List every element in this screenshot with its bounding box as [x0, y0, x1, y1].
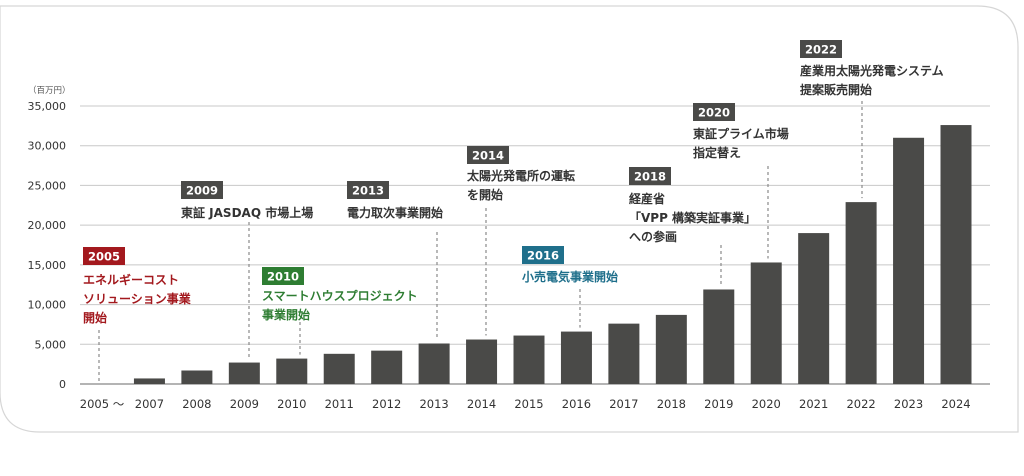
- year-badge: [347, 181, 389, 199]
- year-badge-label: 2018: [634, 170, 666, 184]
- bar: [276, 358, 308, 384]
- year-badge: [181, 181, 223, 199]
- bar: [608, 323, 640, 384]
- annotation-text: スマートハウスプロジェクト: [262, 288, 418, 303]
- year-badge: [467, 146, 509, 164]
- annotation-text: 「VPP 構築実証事業」: [629, 210, 756, 225]
- y-tick-label: 35,000: [28, 100, 67, 113]
- annotation-text: 太陽光発電所の運転: [467, 168, 575, 183]
- y-axis-ticks: 0 5,000 10,000 15,000 20,000 25,000 30,000 35,0…: [28, 100, 67, 391]
- bars: [133, 125, 972, 384]
- x-tick-label: 2015: [514, 397, 543, 411]
- x-tick-label: 2017: [609, 397, 638, 411]
- year-badge: [693, 103, 735, 121]
- x-tick-label: 2021: [799, 397, 828, 411]
- x-tick-label: 2010: [277, 397, 306, 411]
- year-badge: [800, 40, 842, 58]
- x-tick-label: 2018: [657, 397, 686, 411]
- x-tick-label: 2009: [230, 397, 259, 411]
- x-tick-label: 2014: [467, 397, 496, 411]
- x-tick-label: 2005 ～: [80, 397, 125, 411]
- annotation-text: 小売電気事業開始: [522, 269, 618, 284]
- x-tick-label: 2024: [941, 397, 970, 411]
- annotation-text: 経産省: [629, 191, 665, 206]
- annotation-text: 電力取次事業開始: [347, 205, 443, 220]
- year-badge: [629, 167, 671, 185]
- bar: [513, 335, 545, 384]
- annotation-text: 提案販売開始: [800, 82, 872, 97]
- x-axis-ticks: 2005 ～ 2007 2008 2009 2010 2011 2012 2013 2014 20…: [80, 397, 971, 411]
- annotation-text: を開始: [467, 187, 503, 202]
- y-unit-label: （百万円）: [28, 85, 71, 96]
- y-tick-label: 15,000: [28, 259, 67, 272]
- x-tick-label: 2012: [372, 397, 401, 411]
- bar: [655, 314, 687, 384]
- year-badge: [262, 267, 304, 285]
- x-tick-label: 2016: [562, 397, 591, 411]
- annotation-2018: 2018 経産省「VPP 構築実証事業」への参画: [629, 167, 756, 286]
- annotation-text: 東証 JASDAQ 市場上場: [181, 205, 313, 220]
- annotation-text: 事業開始: [262, 307, 310, 322]
- bar: [323, 353, 355, 384]
- year-badge: [522, 246, 564, 264]
- annotation-2013: 2013 電力取次事業開始: [347, 181, 443, 340]
- bar: [703, 289, 735, 384]
- y-tick-label: 10,000: [28, 299, 67, 312]
- bar: [940, 125, 972, 384]
- bar: [181, 370, 213, 384]
- annotation-text: への参画: [629, 229, 677, 244]
- annotation-text: ソリューション事業: [83, 291, 192, 306]
- year-badge-label: 2016: [527, 249, 559, 263]
- x-tick-label: 2007: [135, 397, 164, 411]
- bar: [893, 137, 925, 384]
- year-badge-label: 2020: [698, 106, 730, 120]
- annotation-text: 東証プライム市場: [693, 126, 789, 141]
- year-badge-label: 2005: [88, 250, 120, 264]
- bar: [418, 343, 450, 384]
- bar: [466, 339, 498, 384]
- x-tick-label: 2022: [846, 397, 875, 411]
- bar: [750, 262, 782, 384]
- x-tick-label: 2011: [325, 397, 354, 411]
- annotation-2009: 2009 東証 JASDAQ 市場上場: [181, 181, 313, 359]
- annotation-2016: 2016 小売電気事業開始: [522, 246, 618, 328]
- year-badge-label: 2022: [805, 43, 837, 57]
- x-tick-label: 2023: [894, 397, 923, 411]
- annotation-text: 産業用太陽光発電システム: [800, 63, 944, 78]
- annotation-text: エネルギーコスト: [83, 272, 179, 287]
- bar: [228, 362, 260, 384]
- year-badge: [83, 247, 125, 265]
- y-tick-label: 5,000: [35, 338, 67, 351]
- bar: [371, 350, 403, 384]
- y-tick-label: 25,000: [28, 179, 67, 192]
- year-badge-label: 2009: [186, 184, 218, 198]
- x-tick-label: 2020: [752, 397, 781, 411]
- annotation-text: 開始: [83, 310, 107, 325]
- bar: [845, 202, 877, 384]
- y-tick-label: 30,000: [28, 140, 67, 153]
- x-tick-label: 2013: [419, 397, 448, 411]
- year-badge-label: 2013: [352, 184, 384, 198]
- bar: [560, 331, 592, 384]
- y-tick-label: 0: [59, 378, 66, 391]
- x-tick-label: 2008: [182, 397, 211, 411]
- x-tick-label: 2019: [704, 397, 733, 411]
- y-tick-label: 20,000: [28, 219, 67, 232]
- year-badge-label: 2014: [472, 149, 504, 163]
- bar: [133, 378, 165, 384]
- annotation-text: 指定替え: [693, 145, 741, 160]
- year-badge-label: 2010: [267, 270, 299, 284]
- card-frame: [0, 5, 1019, 433]
- bar: [798, 233, 830, 384]
